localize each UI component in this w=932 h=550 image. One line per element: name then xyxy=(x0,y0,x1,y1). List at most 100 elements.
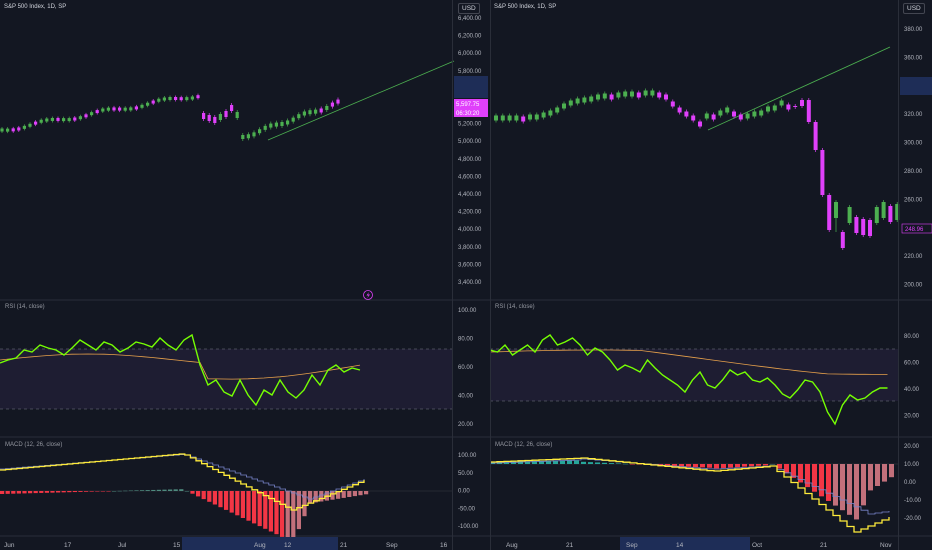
candle-body xyxy=(541,112,546,118)
time-axis-label: 14 xyxy=(676,542,684,549)
left-rsi-title[interactable]: RSI (14, close) xyxy=(5,304,45,310)
macd-histogram-bar xyxy=(889,464,894,478)
right-macd-title[interactable]: MACD (12, 26, close) xyxy=(495,442,553,448)
candle-body xyxy=(190,96,194,100)
left-chart-canvas[interactable]: 6,400.006,200.006,000.005,800.005,600.00… xyxy=(0,0,490,550)
macd-histogram-bar xyxy=(358,491,363,496)
macd-histogram-bar xyxy=(525,461,530,464)
macd-signal-line xyxy=(490,458,890,515)
right-rsi-title[interactable]: RSI (14, close) xyxy=(495,304,535,310)
candle-body xyxy=(500,115,505,121)
candle-body xyxy=(11,128,15,132)
right-price-axis-separator xyxy=(898,0,899,550)
macd-histogram-bar xyxy=(539,461,544,464)
candle-body xyxy=(691,115,696,121)
rsi-ma-line xyxy=(490,349,888,375)
candle-body xyxy=(319,108,323,113)
macd-histogram-bar xyxy=(791,464,796,478)
macd-histogram-bar xyxy=(567,460,572,464)
macd-histogram-bar xyxy=(833,464,838,506)
rsi-tick-label: 20.00 xyxy=(904,414,920,420)
macd-histogram-bar xyxy=(319,491,324,502)
candle-body xyxy=(806,100,811,122)
macd-histogram-bar xyxy=(72,491,77,493)
macd-histogram-bar xyxy=(224,491,229,510)
candle-body xyxy=(218,114,222,120)
macd-histogram-bar xyxy=(756,464,761,466)
trendline xyxy=(267,60,455,141)
candle-body xyxy=(101,108,105,112)
macd-histogram-bar xyxy=(168,489,173,491)
price-tick-label: 200.00 xyxy=(904,283,923,289)
candle-body xyxy=(589,96,594,102)
candle-body xyxy=(827,195,832,230)
right-currency-button[interactable]: USD xyxy=(903,3,925,14)
last-price-label: 5,597.75 xyxy=(456,102,480,108)
candle-body xyxy=(62,118,66,122)
candle-body xyxy=(725,107,730,113)
time-axis-label: Jul xyxy=(118,542,127,549)
candle-body xyxy=(684,111,689,117)
left-currency-button[interactable]: USD xyxy=(458,3,480,14)
macd-histogram-bar xyxy=(285,491,290,540)
macd-histogram-bar xyxy=(735,464,740,468)
candle-body xyxy=(636,92,641,98)
macd-histogram-bar xyxy=(61,491,66,493)
candle-body xyxy=(704,113,709,119)
rsi-tick-label: 20.00 xyxy=(458,422,474,428)
macd-tick-label: -50.00 xyxy=(458,506,476,512)
candle-body xyxy=(308,110,312,115)
time-axis-label: Sep xyxy=(386,542,398,549)
time-axis-highlight xyxy=(620,537,750,550)
time-axis-label: Jun xyxy=(4,542,15,549)
macd-histogram-bar xyxy=(212,491,217,505)
candle-body xyxy=(330,102,334,107)
candle-body xyxy=(759,110,764,116)
candle-body xyxy=(196,95,200,99)
time-axis-label: Oct xyxy=(752,542,762,549)
candle-body xyxy=(202,113,206,119)
macd-histogram-bar xyxy=(518,461,523,464)
candle-body xyxy=(521,116,526,122)
left-price-axis-separator xyxy=(452,0,453,550)
last-price-label-bg xyxy=(454,99,488,108)
candle-body xyxy=(235,112,239,118)
candle-body xyxy=(112,107,116,111)
macd-histogram-bar xyxy=(5,491,10,494)
macd-histogram-bar xyxy=(291,491,296,542)
candle-body xyxy=(677,107,682,113)
price-tick-label: 5,200.00 xyxy=(458,122,482,128)
time-axis-label: 17 xyxy=(64,542,72,549)
rsi-tick-label: 60.00 xyxy=(458,365,474,371)
candle-body xyxy=(494,115,498,121)
candle-body xyxy=(575,98,580,104)
candle-body xyxy=(834,202,838,218)
candle-body xyxy=(274,122,278,127)
candle-body xyxy=(874,207,879,223)
candle-body xyxy=(752,111,757,117)
macd-histogram-bar xyxy=(123,490,128,492)
macd-histogram-bar xyxy=(89,491,94,492)
macd-histogram-bar xyxy=(777,464,782,469)
left-chart-pane[interactable]: 6,400.006,200.006,000.005,800.005,600.00… xyxy=(0,0,490,550)
candle-body xyxy=(151,100,155,104)
candle-body xyxy=(507,115,512,121)
macd-histogram-bar xyxy=(679,464,684,467)
right-chart-canvas[interactable]: 380.00360.00340.00320.00300.00280.00260.… xyxy=(490,0,932,550)
macd-tick-label: 20.00 xyxy=(904,444,920,450)
left-macd-title[interactable]: MACD (12, 26, close) xyxy=(5,442,63,448)
macd-histogram-bar xyxy=(33,491,38,494)
candle-body xyxy=(325,105,329,110)
candle-body xyxy=(185,97,189,101)
candle-body xyxy=(50,117,54,121)
candle-body xyxy=(73,117,77,121)
candle-body xyxy=(78,116,82,120)
candle-body xyxy=(820,150,825,195)
macd-histogram-bar xyxy=(784,464,789,474)
price-tick-label: 6,400.00 xyxy=(458,16,482,22)
candle-body xyxy=(291,117,295,122)
candle-body xyxy=(134,106,138,110)
macd-histogram-bar xyxy=(235,491,240,516)
candle-body xyxy=(602,93,607,99)
right-chart-pane[interactable]: 380.00360.00340.00320.00300.00280.00260.… xyxy=(490,0,932,550)
